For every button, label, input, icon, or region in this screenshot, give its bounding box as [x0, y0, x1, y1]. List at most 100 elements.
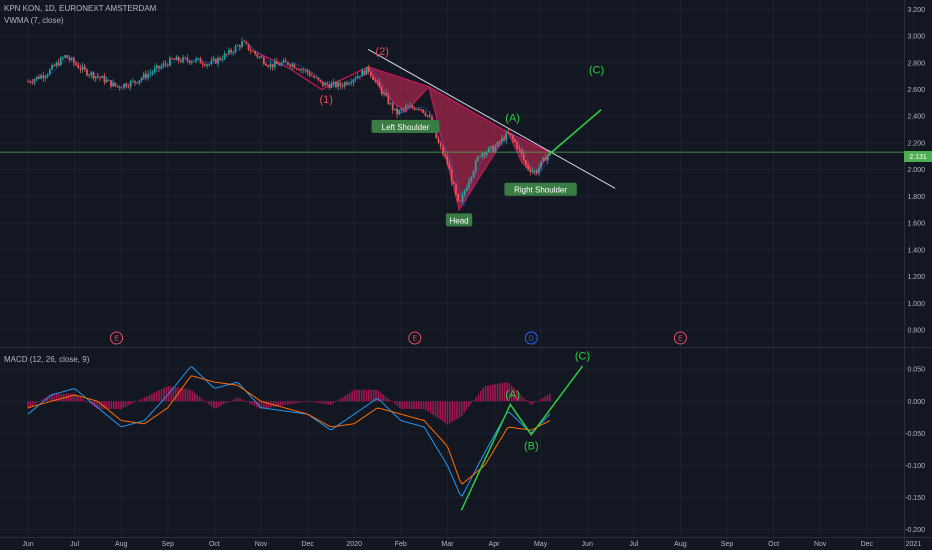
candle-body — [29, 81, 32, 83]
x-tick-label: Mar — [441, 541, 454, 548]
candle-body — [184, 57, 187, 59]
candle-body — [413, 107, 416, 110]
macd-histogram-bar — [463, 401, 465, 414]
candle-body — [252, 50, 254, 52]
candle-body — [520, 148, 523, 155]
macd-histogram-bar — [120, 401, 122, 410]
macd-histogram-bar — [108, 401, 110, 410]
candle-body — [77, 64, 80, 69]
x-tick-label: Nov — [255, 541, 268, 548]
candle-body — [145, 73, 147, 78]
macd-histogram-bar — [358, 389, 361, 402]
macd-histogram-bar — [251, 401, 253, 405]
macd-histogram-bar — [96, 401, 98, 409]
macd-histogram-bar — [339, 399, 341, 402]
macd-histogram-bar — [387, 398, 389, 402]
candle-body — [282, 60, 285, 64]
candle-body — [455, 184, 457, 194]
pattern-label-box — [445, 213, 473, 227]
macd-pane[interactable]: (A) (B) (C) — [27, 351, 590, 511]
x-tick-label: Jul — [629, 541, 638, 548]
wave-label: (1) — [320, 94, 333, 106]
candle-body — [273, 61, 276, 68]
candle-body — [522, 154, 525, 161]
candle-body — [225, 53, 228, 55]
macd-histogram-bar — [296, 401, 299, 404]
event-marker[interactable] — [408, 331, 422, 345]
macd-histogram-bar — [403, 401, 406, 410]
macd-histogram-bar — [453, 401, 456, 421]
macd-histogram-bar — [303, 401, 306, 402]
price-tick-label: 2.000 — [907, 167, 925, 174]
event-marker[interactable] — [110, 331, 124, 345]
macd-histogram-bar — [67, 393, 70, 402]
candle-body — [121, 87, 123, 89]
candle-body — [153, 68, 156, 73]
candle-body — [359, 76, 361, 77]
trend-line[interactable] — [367, 48, 616, 189]
candle-body — [466, 187, 468, 191]
macd-histogram-bar — [310, 401, 313, 402]
candle-body — [57, 62, 60, 66]
macd-histogram-bar — [41, 399, 44, 402]
candle-body — [538, 167, 540, 174]
macd-histogram-bar — [93, 401, 96, 407]
macd-histogram-bar — [141, 398, 144, 402]
macd-histogram-bar — [539, 399, 542, 402]
candle-body — [330, 83, 333, 88]
macd-histogram-bar — [236, 397, 239, 402]
candle-body — [134, 80, 136, 83]
macd-histogram-bar — [348, 392, 351, 402]
macd-histogram-bar — [191, 390, 194, 402]
macd-histogram-bar — [487, 385, 489, 402]
macd-histogram-bar — [527, 401, 530, 403]
macd-histogram-bar — [151, 393, 153, 402]
candle-body — [345, 82, 348, 85]
macd-histogram-bar — [189, 389, 191, 402]
macd-histogram-bar — [351, 391, 353, 402]
candle-body — [514, 139, 516, 143]
macd-histogram-bar — [372, 389, 375, 402]
macd-histogram-bar — [415, 401, 418, 410]
candle-body — [241, 41, 243, 48]
event-marker[interactable] — [524, 331, 538, 345]
candle-body — [481, 153, 484, 157]
macd-histogram-bar — [234, 398, 237, 402]
candle-body — [426, 115, 429, 116]
macd-histogram-bar — [282, 401, 284, 406]
candle-body — [197, 58, 200, 59]
candle-body — [86, 69, 88, 76]
candle-body — [474, 160, 477, 172]
macd-histogram-bar — [437, 401, 439, 419]
candle-body — [147, 74, 150, 78]
candle-body — [149, 73, 152, 75]
candle-body — [293, 64, 296, 69]
candle-body — [38, 76, 40, 79]
candle-body — [324, 82, 326, 86]
macd-wave-path[interactable] — [460, 365, 584, 511]
macd-histogram-bar — [58, 393, 60, 402]
macd-histogram-bar — [315, 401, 318, 403]
candle-body — [236, 45, 239, 47]
macd-histogram-bar — [198, 396, 201, 402]
event-marker[interactable] — [673, 331, 687, 345]
macd-histogram-bar — [346, 394, 349, 402]
candle-body — [112, 82, 115, 87]
pattern-label-box — [371, 119, 440, 133]
candle-body — [494, 146, 497, 152]
candle-body — [105, 80, 108, 83]
candle-body — [457, 193, 460, 202]
macd-histogram-bar — [429, 401, 432, 414]
price-pane[interactable]: (1) (2) (A) (C) Left Shoulder Head Right Shoul… — [0, 37, 904, 345]
candle-body — [256, 53, 259, 57]
candle-body — [308, 72, 311, 76]
macd-histogram-bar — [136, 400, 139, 402]
candle-body — [468, 181, 471, 188]
macd-histogram-bar — [239, 398, 241, 402]
x-tick-label: Oct — [768, 541, 779, 548]
macd-tick-label: 0.050 — [907, 367, 925, 374]
candle-body — [276, 61, 278, 65]
macd-histogram-bar — [203, 400, 206, 402]
macd-histogram-bar — [265, 401, 268, 409]
